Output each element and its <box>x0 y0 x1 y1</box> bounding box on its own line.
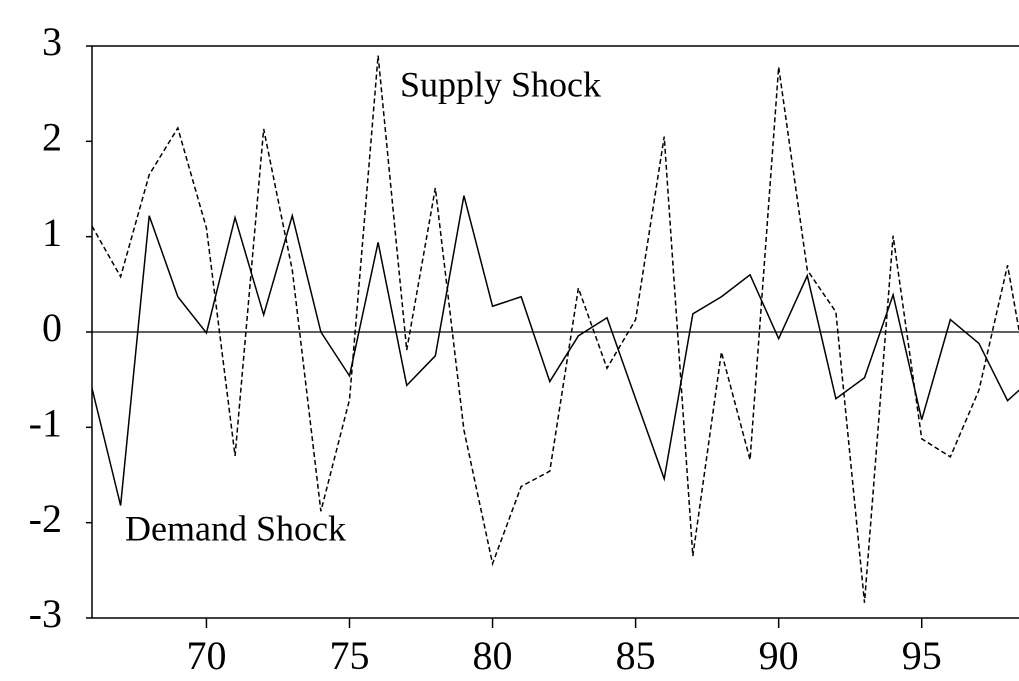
x-tick-label: 75 <box>330 633 370 678</box>
x-tick-label: 95 <box>902 633 942 678</box>
y-tick-label: 2 <box>42 115 62 160</box>
plot-area <box>92 55 1019 603</box>
y-tick-label: -1 <box>29 401 62 446</box>
y-tick-label: 0 <box>42 305 62 350</box>
series-label: Demand Shock <box>125 508 346 548</box>
y-tick-label: -3 <box>29 591 62 636</box>
y-tick-label: 3 <box>42 19 62 64</box>
x-tick-label: 85 <box>616 633 656 678</box>
series-line <box>92 195 1019 506</box>
y-tick-label: -2 <box>29 496 62 541</box>
x-tick-label: 80 <box>473 633 513 678</box>
series-label: Supply Shock <box>400 64 601 104</box>
x-tick-label: 90 <box>759 633 799 678</box>
series-line <box>92 55 1019 603</box>
x-tick-label: 70 <box>186 633 226 678</box>
y-tick-label: 1 <box>42 210 62 255</box>
